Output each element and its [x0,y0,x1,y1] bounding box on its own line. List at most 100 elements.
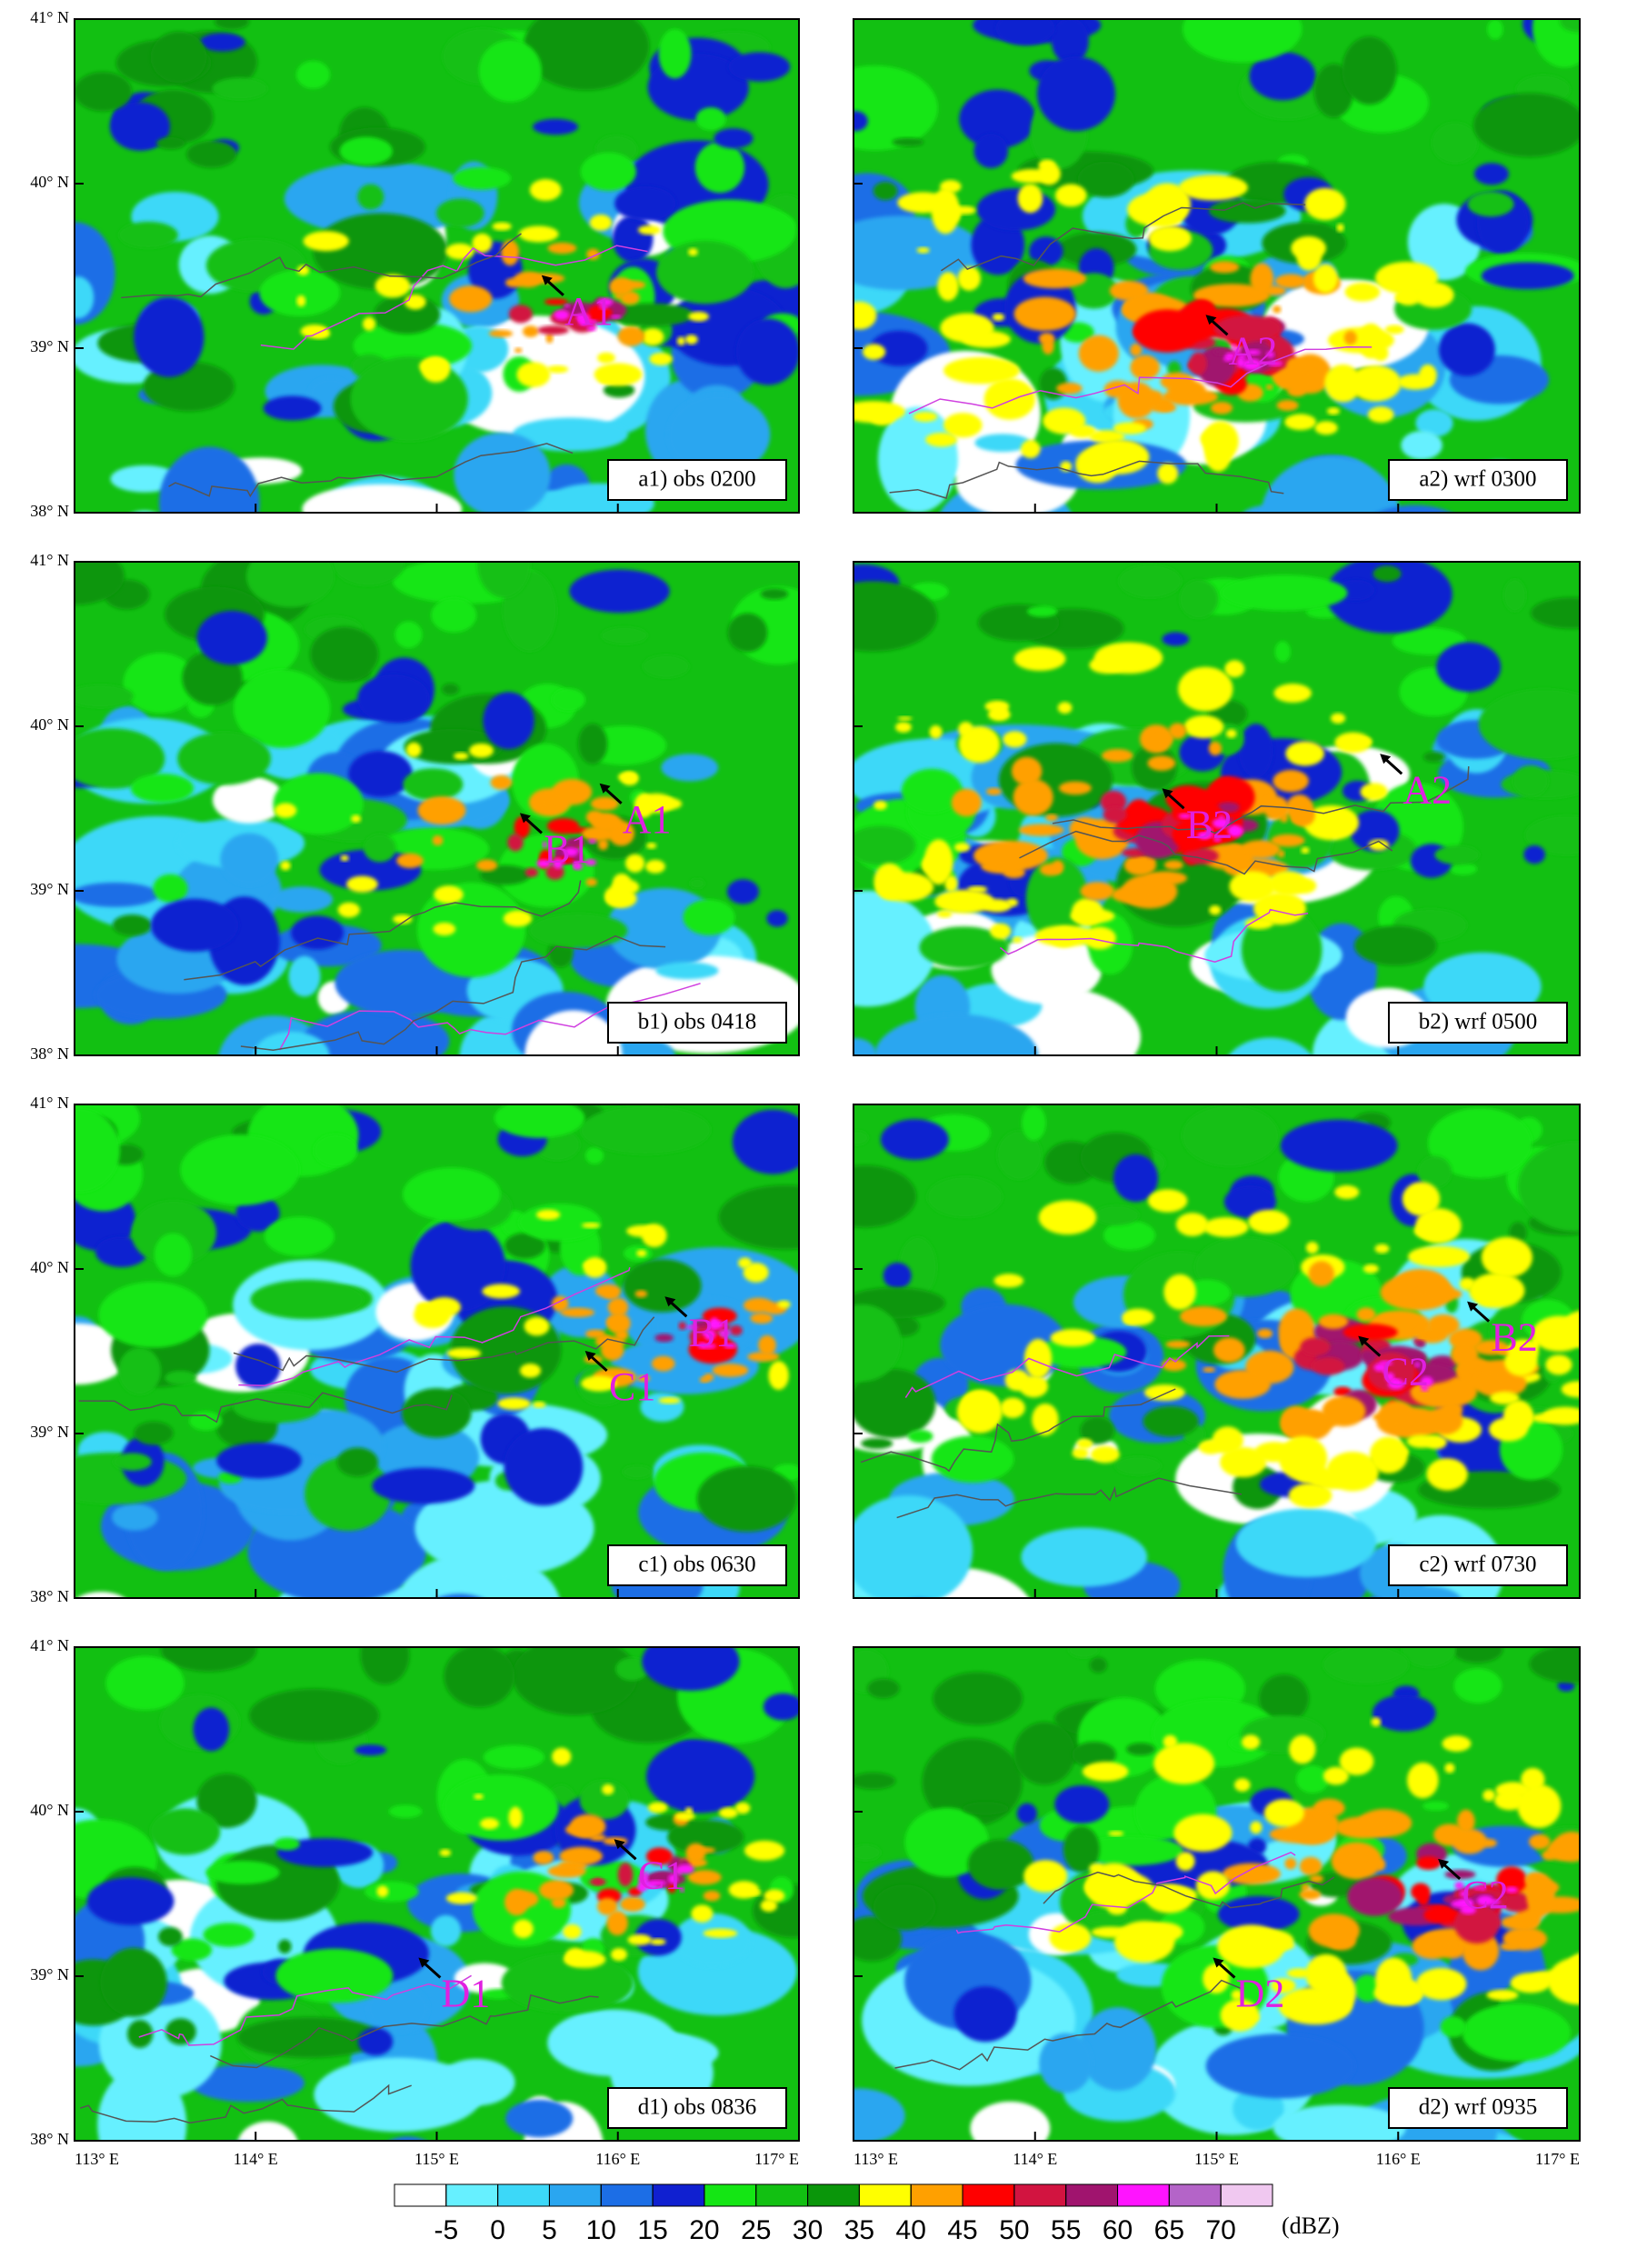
echo [1324,364,1362,403]
echo [654,1334,674,1343]
echo [901,768,963,814]
y-axis-label: 41° N [30,551,69,569]
echo [1080,882,1115,901]
echo [1305,1241,1319,1254]
echo [1524,814,1580,855]
echo [608,821,635,846]
echo [350,356,468,442]
echo [1330,713,1346,724]
echo [607,303,694,327]
echo [1163,1734,1178,1749]
echo [701,1332,711,1335]
echo [1600,1896,1627,1936]
echo [1476,1895,1494,1906]
echo [1200,428,1232,449]
echo [814,738,843,754]
radar-panel [75,19,799,513]
echo [1179,579,1219,619]
echo [907,1429,933,1444]
echo [518,1204,602,1242]
echo [1011,756,1043,785]
echo [1368,839,1390,851]
echo [583,1256,607,1278]
echo [193,1707,230,1752]
echo [1224,660,1245,678]
echo [1289,1734,1316,1764]
echo [1028,236,1063,266]
x-axis-label: 117° E [754,2150,799,2168]
border-line [78,1392,453,1424]
echo [1037,56,1116,132]
echo [1462,2003,1572,2062]
echo [161,1647,257,1672]
arrow-head [1380,754,1392,764]
echo [1496,1866,1527,1894]
echo [1114,1456,1162,1476]
echo [504,1428,584,1506]
echo [1392,627,1466,655]
echo [1013,646,1066,671]
echo [75,1453,187,1504]
echo [547,242,577,255]
echo [1369,1436,1409,1474]
echo [931,1435,1014,1484]
echo [1091,1445,1120,1464]
echo [768,1361,789,1390]
echo [1384,1372,1395,1382]
echo [1420,1376,1433,1387]
echo [123,653,197,714]
echo [245,562,335,608]
echo [1271,1978,1296,1993]
echo [649,1938,666,1945]
echo [873,800,887,811]
echo [728,1881,760,1899]
y-axis-label: 40° N [30,1258,69,1276]
echo [691,1904,714,1923]
echo [427,1297,462,1317]
storm-label: B1 [544,826,590,871]
echo [1157,884,1172,894]
echo [492,222,512,231]
echo [667,1819,744,1854]
echo [585,1146,604,1164]
echo [1284,1416,1293,1424]
echo [699,1376,710,1384]
echo [564,304,570,308]
echo [1113,422,1147,435]
echo [1261,455,1400,513]
echo [1080,1416,1115,1444]
panel-label: c1) obs 0630 [638,1553,755,1577]
echo [1374,1244,1390,1254]
echo [575,314,585,321]
echo [1413,1224,1446,1239]
echo [658,1397,681,1404]
echo [551,778,593,805]
colorbar-tick-label: 70 [1205,2215,1235,2245]
echo [313,213,448,290]
echo [354,1744,387,1756]
echo [1490,1391,1520,1405]
echo [563,847,579,857]
echo [563,1923,582,1940]
echo [1038,159,1055,171]
echo [1236,357,1245,368]
echo [1304,187,1346,221]
echo [551,688,585,712]
echo [75,882,159,907]
echo [1245,1350,1294,1384]
echo [637,225,661,235]
echo [642,1647,740,1691]
echo [1584,1790,1623,1827]
echo [296,295,306,307]
echo [1442,1735,1472,1752]
echo [235,1344,281,1389]
echo [1123,1316,1139,1324]
echo [1323,1766,1349,1785]
echo [1072,1741,1116,1768]
echo [1309,1874,1323,1883]
echo [1238,724,1273,778]
echo [514,347,523,354]
echo [1163,1274,1196,1310]
echo [861,1437,893,1450]
